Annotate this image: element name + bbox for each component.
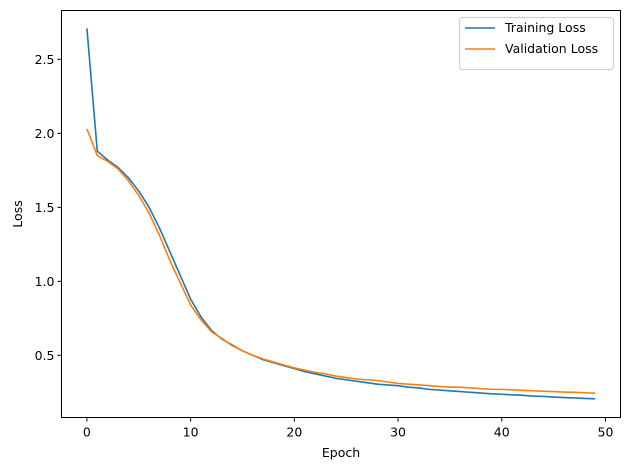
legend: Training Loss Validation Loss xyxy=(459,17,614,70)
y-tick-label: 2.5 xyxy=(35,52,55,67)
x-tick-label: 10 xyxy=(183,425,199,440)
x-tick-label: 40 xyxy=(494,425,510,440)
y-tick-label: 1.5 xyxy=(35,200,55,215)
x-tick-label: 30 xyxy=(390,425,406,440)
y-axis-ticks: 0.5 1.0 1.5 2.0 2.5 xyxy=(35,52,62,363)
legend-training-label: Training Loss xyxy=(504,20,586,35)
x-axis-ticks: 0 10 20 30 40 50 xyxy=(83,417,614,440)
legend-validation-label: Validation Loss xyxy=(505,41,598,56)
validation-loss-line xyxy=(86,128,596,395)
x-tick-label: 50 xyxy=(598,425,614,440)
legend-box xyxy=(459,17,614,70)
y-tick-label: 0.5 xyxy=(35,348,55,363)
plot-lines xyxy=(86,28,596,400)
y-tick-label: 2.0 xyxy=(35,126,55,141)
axes-frame xyxy=(61,10,621,418)
y-tick-label: 1.0 xyxy=(35,274,55,289)
x-tick-label: 20 xyxy=(286,425,302,440)
training-loss-line xyxy=(86,28,596,400)
x-tick-label: 0 xyxy=(83,425,91,440)
x-axis-label: Epoch xyxy=(322,445,360,460)
y-axis-label: Loss xyxy=(10,200,25,227)
